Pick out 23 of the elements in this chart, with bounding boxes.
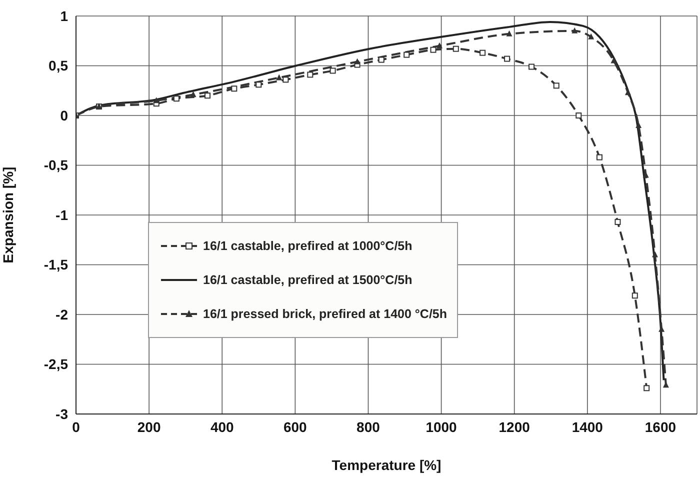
x-tick-label: 0 [72,418,80,435]
x-tick-label: 200 [137,418,161,435]
x-tick-label: 800 [356,418,380,435]
legend-label: 16/1 pressed brick, prefired at 1400 °C/5h [203,307,448,321]
y-tick-label: -3 [56,406,68,422]
y-tick-label: -2 [56,306,68,322]
x-tick-label: 600 [283,418,308,435]
y-tick-label: -0,5 [44,157,68,174]
y-tick-label: -1 [56,206,68,223]
x-axis-title: Temperature [%] [332,457,442,473]
y-tick-label: -1,5 [44,256,68,273]
x-tick-label: 1600 [644,418,676,435]
y-tick-label: 1 [60,8,68,24]
x-tick-label: 1200 [498,418,530,435]
x-tick-label: 1400 [572,418,604,435]
y-tick-label: 0,5 [48,58,68,74]
legend-label: 16/1 castable, prefired at 1500°C/5h [203,273,412,287]
y-axis-title: Expansion [%] [0,166,16,264]
x-tick-label: 1000 [426,418,458,435]
y-tick-label: 0 [60,107,68,124]
legend-label: 16/1 castable, prefired at 1000°C/5h [203,239,412,253]
y-tick-label: -2,5 [44,356,68,372]
x-tick-label: 400 [210,418,234,435]
